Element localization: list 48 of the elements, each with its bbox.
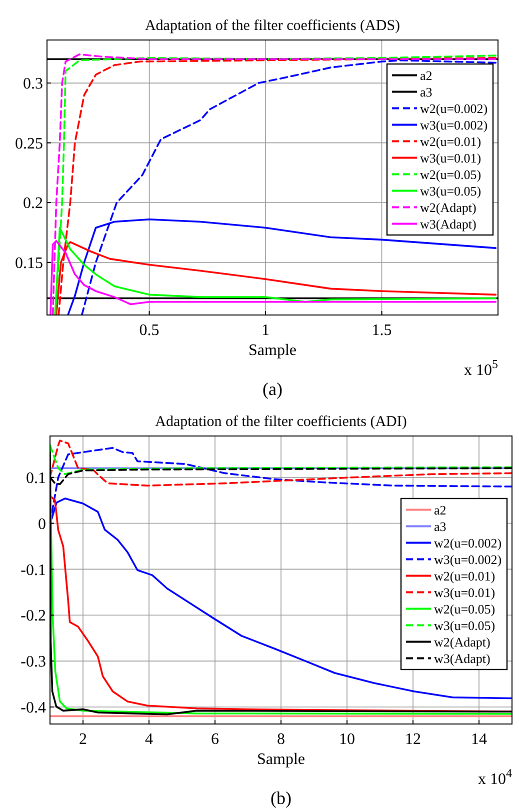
x-tick-label: 14 <box>471 731 487 748</box>
y-tick-label: -0.2 <box>20 608 46 625</box>
text: (a) <box>262 379 282 399</box>
y-tick-label: -0.1 <box>20 562 46 579</box>
text: x 10$^{4}$ <box>478 766 512 788</box>
legend-label: w3(u=0.05) <box>420 183 482 198</box>
legend-label: w2(u=0.002) <box>434 535 502 550</box>
legend-label: w2(u=0.01) <box>420 134 482 149</box>
text: (b) <box>270 788 292 808</box>
legend-label: w2(u=0.01) <box>434 568 496 584</box>
legend-label: a2 <box>434 502 446 518</box>
chart-title: Adaptation of the filter coefficients (ADI) <box>155 414 407 430</box>
legend-label: a2 <box>420 68 432 83</box>
legend-label: w2(Adapt) <box>434 634 490 650</box>
y-tick-label: 0 <box>38 516 46 533</box>
y-tick-label: 0.25 <box>15 135 43 152</box>
legend-label: a3 <box>420 84 432 100</box>
legend-label: w3(u=0.002) <box>420 117 488 132</box>
y-tick-label: 0.15 <box>15 254 43 272</box>
legend-label: a3 <box>434 518 446 534</box>
x-tick-label: 10 <box>339 731 355 748</box>
x-axis-title: Sample <box>248 342 296 359</box>
legend-label: w3(u=0.01) <box>420 150 482 166</box>
x-tick-label: 0.5 <box>139 322 160 339</box>
legend-label: w2(u=0.05) <box>434 601 496 616</box>
x-tick-label: 6 <box>211 731 219 748</box>
y-tick-label: 0.2 <box>23 195 43 212</box>
x-tick-label: 2 <box>79 731 87 748</box>
legend-label: w2(u=0.05) <box>420 166 482 182</box>
x-tick-label: 12 <box>405 731 421 748</box>
x-tick-label: 8 <box>277 731 285 748</box>
x-axis-title: Sample <box>257 751 305 768</box>
legend-label: w3(Adapt) <box>420 216 476 232</box>
legend-label: w3(Adapt) <box>434 650 490 666</box>
chart-title: Adaptation of the filter coefficients (ADS) <box>144 18 400 34</box>
x-tick-label: 4 <box>145 731 153 748</box>
y-tick-label: 0.1 <box>26 470 46 487</box>
y-tick-label: 0.3 <box>23 76 43 93</box>
x-tick-label: 1 <box>262 322 270 339</box>
legend-label: w3(u=0.01) <box>434 584 496 600</box>
y-tick-label: -0.4 <box>20 700 46 717</box>
legend-label: w3(u=0.002) <box>434 552 502 567</box>
legend-label: w2(Adapt) <box>420 200 476 215</box>
legend-label: w2(u=0.002) <box>420 100 488 116</box>
legend-label: w3(u=0.05) <box>434 618 496 633</box>
y-tick-label: -0.3 <box>20 654 46 671</box>
text: x 10$^{5}$ <box>464 357 498 379</box>
x-tick-label: 1.5 <box>372 322 392 339</box>
